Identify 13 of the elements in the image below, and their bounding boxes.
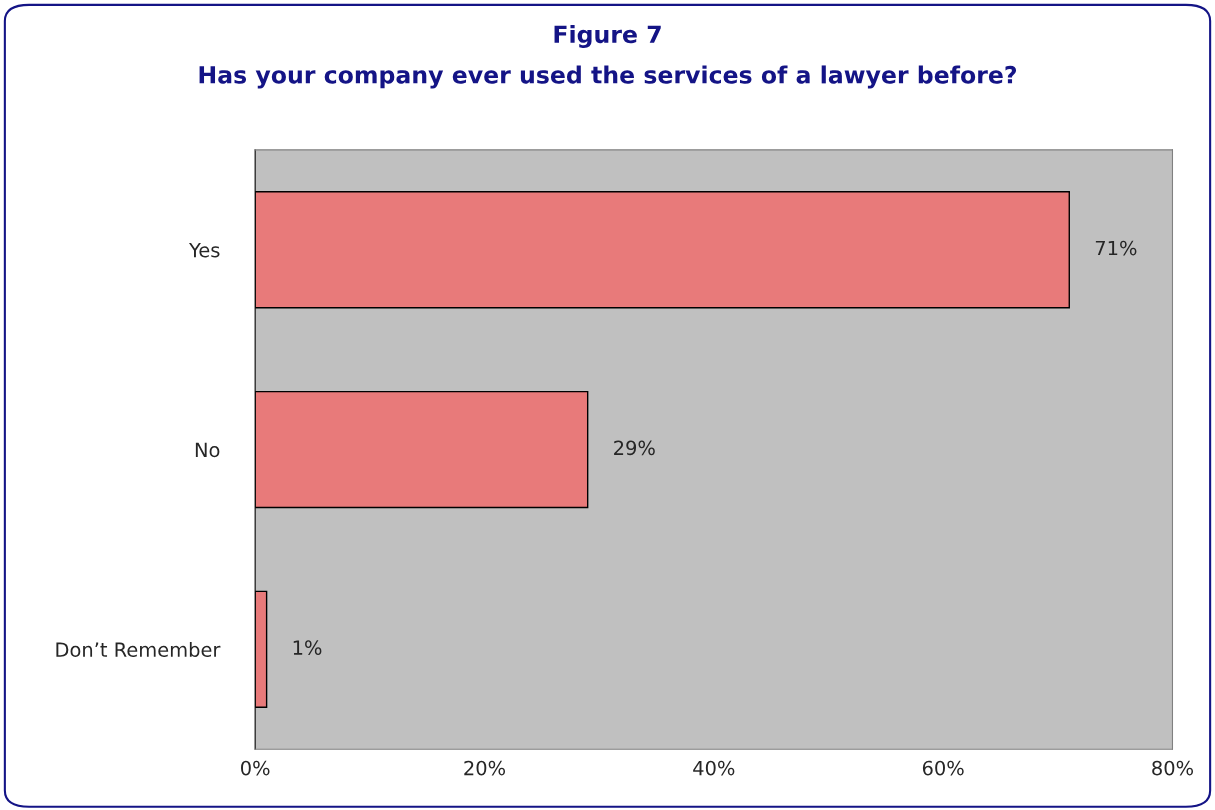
x-tick-label: 80% — [1152, 760, 1194, 776]
y-tick-label: No — [195, 442, 220, 458]
x-tick-label: 20% — [464, 760, 506, 776]
data-label: 1% — [293, 640, 322, 655]
y-tick-label: Yes — [188, 242, 220, 258]
x-tick-label: 60% — [922, 760, 964, 776]
data-label: 71% — [1095, 240, 1137, 256]
chart-title: Figure 7 — [554, 24, 661, 48]
data-label: 29% — [614, 440, 655, 456]
chart-subtitle: Has your company ever used the services of a lawyer before? — [199, 65, 1017, 89]
x-tick-label: 40% — [693, 760, 735, 776]
x-tick-label: 0% — [241, 760, 270, 776]
y-tick-label: Don’t Remember — [56, 641, 221, 658]
